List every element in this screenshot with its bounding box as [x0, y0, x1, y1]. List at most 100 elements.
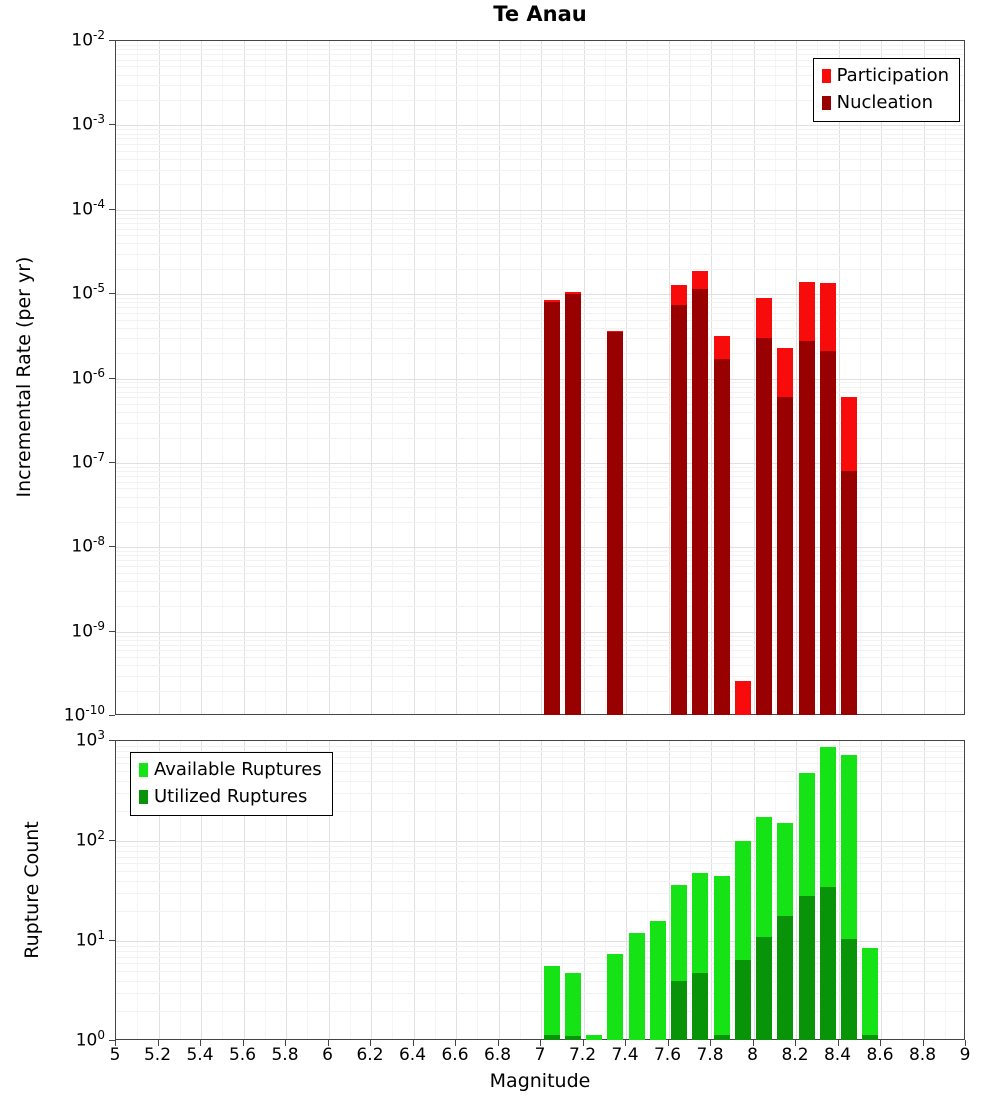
participation-swatch [821, 68, 831, 83]
grid-line-minor [116, 159, 964, 160]
grid-line-vertical [498, 41, 500, 714]
bar-nucleation [543, 302, 560, 715]
grid-line-minor [116, 302, 964, 304]
bar-available [564, 972, 581, 1040]
y-tick-mark [109, 740, 115, 741]
grid-line-minor [116, 144, 964, 146]
y-tick-mark [109, 124, 115, 126]
grid-line-minor [116, 353, 964, 355]
x-tick-mark [157, 1040, 159, 1046]
grid-line-minor [116, 49, 964, 51]
grid-line-vertical [413, 41, 415, 714]
grid-line-vertical [371, 41, 372, 714]
bar-available [586, 1034, 603, 1040]
bar-nucleation [713, 359, 730, 715]
x-tick-mark [412, 1040, 414, 1046]
bar-utilized [543, 1034, 560, 1040]
x-tick-mark [667, 1040, 669, 1046]
grid-line-minor [116, 397, 964, 399]
rate-panel [115, 40, 965, 715]
grid-line-minor [116, 635, 964, 637]
grid-line-vertical [286, 41, 287, 714]
x-axis-label: Magnitude [489, 1070, 591, 1092]
grid-line-minor [116, 488, 964, 490]
grid-line-minor [116, 184, 964, 186]
bar-utilized [564, 1036, 581, 1040]
grid-line-vertical [264, 41, 266, 714]
bar-nucleation [819, 351, 836, 715]
x-tick-mark [327, 1040, 329, 1046]
y-tick-label: 101 [75, 928, 105, 951]
grid-line-vertical [541, 741, 542, 1039]
grid-line-minor [116, 268, 964, 270]
grid-line-minor [116, 993, 964, 995]
grid-line-decade [116, 462, 964, 464]
grid-line-vertical [413, 741, 415, 1039]
y-tick-label: 102 [75, 828, 105, 851]
y-tick-mark [109, 40, 115, 41]
grid-line-minor [116, 956, 964, 958]
bar-available [628, 933, 645, 1040]
grid-line-vertical [604, 41, 606, 714]
grid-line-minor [116, 403, 964, 405]
grid-line-vertical [158, 41, 160, 714]
grid-line-vertical [817, 41, 819, 714]
grid-line-vertical [349, 741, 351, 1039]
x-tick-mark [200, 1040, 201, 1046]
x-tick-label: 7.8 [696, 1045, 724, 1065]
grid-line-minor [116, 521, 964, 523]
grid-line-vertical [668, 741, 670, 1039]
grid-line-minor [116, 850, 964, 852]
y-tick-label: 10-10 [63, 703, 105, 726]
grid-line-decade [116, 294, 964, 296]
x-tick-mark [455, 1040, 456, 1046]
y-tick-mark [109, 208, 115, 210]
grid-line-minor [116, 422, 964, 424]
grid-line-minor [116, 253, 964, 255]
grid-line-vertical [137, 41, 139, 714]
grid-line-minor [116, 437, 964, 439]
grid-line-minor [116, 298, 964, 299]
bar-utilized [734, 959, 751, 1040]
x-tick-label: 6 [322, 1045, 333, 1065]
bar-utilized [692, 972, 709, 1040]
x-tick-mark [497, 1040, 499, 1046]
bar-utilized [756, 936, 773, 1040]
grid-line-minor [116, 639, 964, 641]
grid-line-vertical [689, 741, 691, 1039]
grid-line-vertical [541, 41, 542, 714]
grid-line-minor [116, 475, 964, 477]
grid-line-vertical [796, 41, 797, 714]
y-tick-label: 10-4 [71, 196, 105, 220]
y-tick-mark [109, 715, 115, 716]
y-tick-mark [109, 461, 115, 463]
grid-line-minor [116, 466, 964, 468]
bar-utilized [841, 938, 858, 1040]
grid-line-minor [116, 650, 964, 652]
grid-line-minor [116, 856, 964, 858]
grid-line-minor [116, 606, 964, 608]
grid-line-vertical [307, 41, 309, 714]
bar-nucleation [692, 289, 709, 715]
x-tick-mark [540, 1040, 541, 1046]
grid-line-minor [116, 507, 964, 508]
grid-line-minor [116, 945, 964, 947]
grid-line-vertical [583, 41, 585, 714]
y-tick-label: 10-7 [71, 449, 105, 473]
rate-legend: Participation Nucleation [812, 58, 960, 122]
grid-line-minor [116, 555, 964, 557]
grid-line-vertical [456, 741, 457, 1039]
grid-line-vertical [328, 41, 330, 714]
bar-participation [734, 681, 751, 715]
grid-line-vertical [711, 741, 712, 1039]
x-tick-label: 8.8 [908, 1045, 937, 1065]
grid-line-minor [116, 44, 964, 46]
x-tick-mark [837, 1040, 839, 1046]
grid-line-minor [116, 893, 964, 895]
y-tick-mark [109, 293, 115, 295]
grid-line-minor [116, 213, 964, 215]
grid-line-minor [116, 551, 964, 553]
grid-line-vertical [859, 41, 861, 714]
x-tick-mark [965, 1040, 966, 1046]
x-tick-label: 5.8 [271, 1045, 299, 1065]
